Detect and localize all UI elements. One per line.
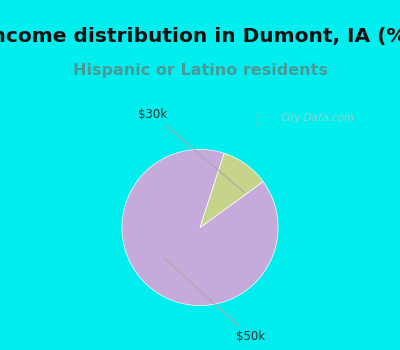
Text: Hispanic or Latino residents: Hispanic or Latino residents	[72, 63, 328, 77]
Text: Income distribution in Dumont, IA (%): Income distribution in Dumont, IA (%)	[0, 27, 400, 46]
Text: $30k: $30k	[138, 108, 244, 192]
Text: City-Data.com: City-Data.com	[280, 113, 355, 123]
Text: $50k: $50k	[164, 257, 265, 343]
Text: ⌕: ⌕	[255, 113, 262, 126]
Wedge shape	[122, 149, 278, 306]
Wedge shape	[200, 153, 263, 228]
